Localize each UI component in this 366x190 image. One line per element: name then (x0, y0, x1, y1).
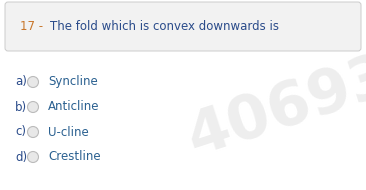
Text: Anticline: Anticline (48, 101, 100, 113)
Text: Syncline: Syncline (48, 75, 98, 89)
Circle shape (27, 127, 38, 138)
Text: c): c) (15, 126, 26, 139)
Text: 17 -: 17 - (20, 20, 47, 33)
Text: a): a) (15, 75, 27, 89)
Circle shape (27, 151, 38, 162)
Text: b): b) (15, 101, 27, 113)
Text: 40693: 40693 (180, 47, 366, 169)
Text: U-cline: U-cline (48, 126, 89, 139)
Circle shape (27, 77, 38, 88)
Text: d): d) (15, 150, 27, 164)
Text: The fold which is convex downwards is: The fold which is convex downwards is (50, 20, 279, 33)
FancyBboxPatch shape (5, 2, 361, 51)
Text: Crestline: Crestline (48, 150, 101, 164)
Circle shape (27, 101, 38, 112)
